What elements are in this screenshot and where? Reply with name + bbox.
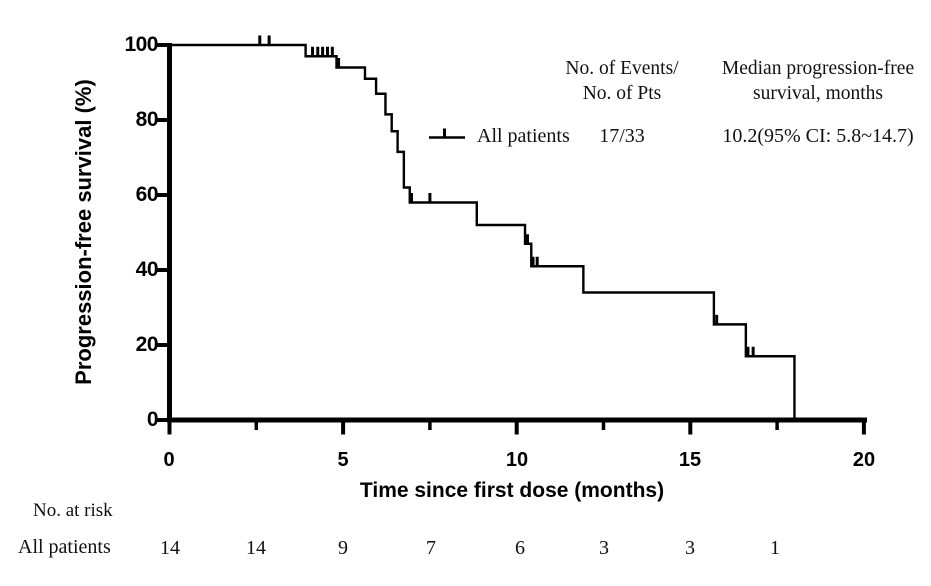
legend-events-value: 17/33 bbox=[599, 125, 645, 147]
x-tick-label-15: 15 bbox=[678, 449, 702, 471]
risk-count-t0: 14 bbox=[160, 537, 180, 559]
y-tick-label-0: 0 bbox=[146, 408, 159, 431]
y-tick-label-80: 80 bbox=[135, 108, 159, 131]
risk-count-t12-5: 3 bbox=[599, 537, 609, 559]
x-tick-label-20: 20 bbox=[852, 449, 876, 471]
x-tick-label-5: 5 bbox=[337, 449, 349, 471]
median-header-line2: survival, months bbox=[753, 83, 883, 104]
events-header-line1: No. of Events/ bbox=[565, 58, 679, 79]
risk-count-t15: 3 bbox=[685, 537, 695, 559]
median-header-line1: Median progression-free bbox=[721, 58, 915, 79]
risk-count-t7-5: 7 bbox=[426, 537, 436, 559]
legend-series-label: All patients bbox=[477, 125, 570, 147]
y-tick-label-100: 100 bbox=[124, 33, 158, 56]
x-tick-label-0: 0 bbox=[163, 449, 175, 471]
risk-row-label: All patients bbox=[18, 536, 111, 558]
risk-table-title: No. at risk bbox=[33, 500, 113, 521]
events-header-line2: No. of Pts bbox=[582, 83, 662, 104]
x-axis-label: Time since first dose (months) bbox=[359, 479, 665, 502]
y-tick-label-20: 20 bbox=[135, 333, 159, 356]
y-axis-label: Progression-free survival (%) bbox=[71, 79, 96, 385]
risk-count-t2-5: 14 bbox=[246, 537, 266, 559]
risk-count-t5: 9 bbox=[338, 537, 348, 559]
risk-count-t17-5: 1 bbox=[770, 537, 780, 559]
km-curve bbox=[169, 43, 796, 420]
y-tick-label-60: 60 bbox=[135, 183, 159, 206]
y-tick-label-40: 40 bbox=[135, 258, 159, 281]
x-tick-label-10: 10 bbox=[505, 449, 529, 471]
legend-median-value: 10.2(95% CI: 5.8~14.7) bbox=[722, 125, 914, 147]
risk-count-t10: 6 bbox=[515, 537, 525, 559]
